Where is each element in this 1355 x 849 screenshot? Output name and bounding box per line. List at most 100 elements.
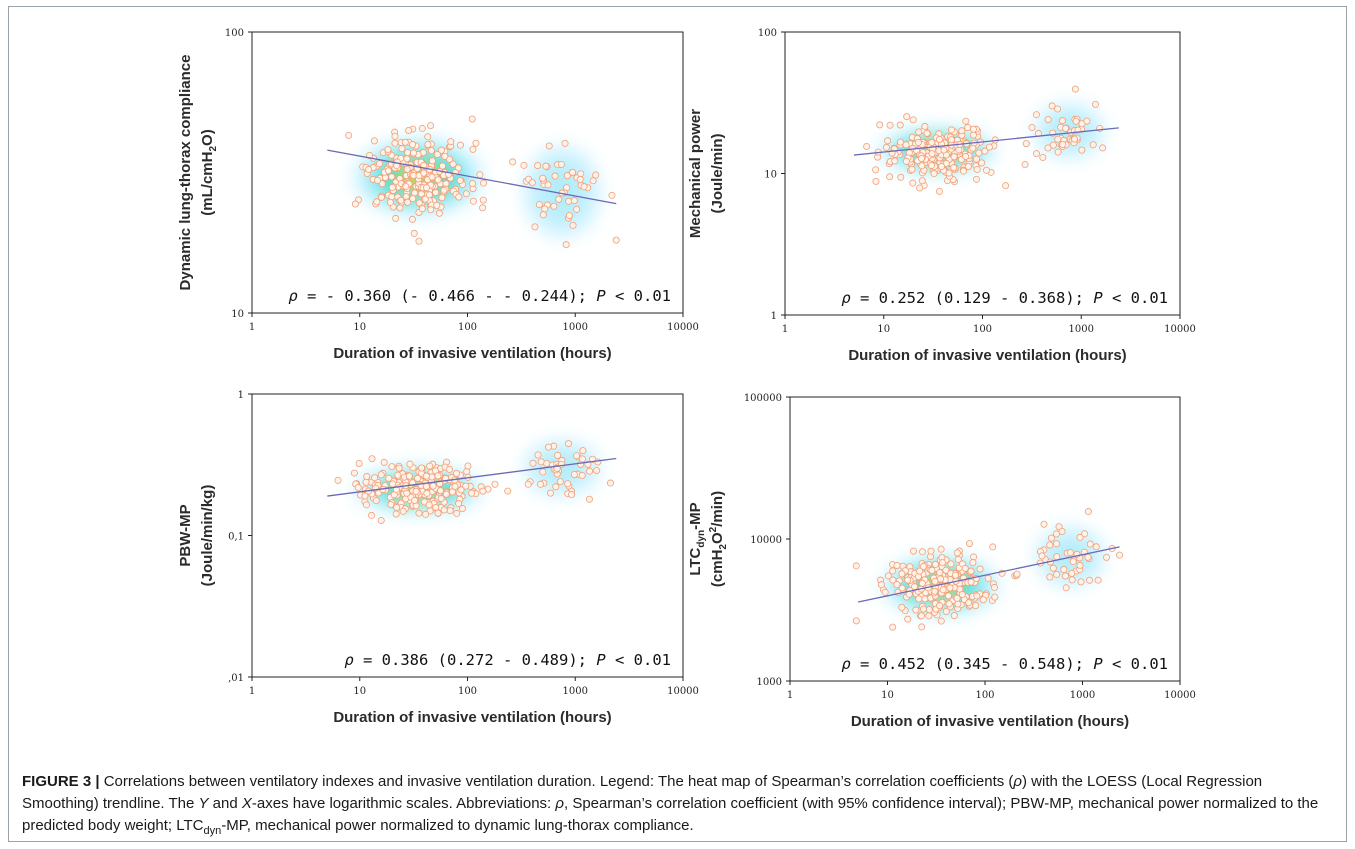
correlation-annotation: ρ = - 0.360 (- 0.466 - - 0.244); P < 0.0… [288, 287, 671, 305]
x-tick-label: 10 [353, 322, 366, 333]
data-point [405, 472, 413, 480]
data-point [441, 152, 449, 160]
data-point [1053, 570, 1061, 578]
data-point [415, 509, 423, 517]
data-point [409, 141, 417, 149]
data-point [1076, 533, 1084, 541]
data-point [942, 159, 950, 167]
caption-text-3: and [208, 795, 242, 812]
data-point [951, 571, 959, 579]
data-point [898, 603, 906, 611]
y-axis-unit: (cmH [709, 550, 726, 588]
data-point [1002, 182, 1010, 190]
data-point [543, 460, 551, 468]
data-point [962, 153, 970, 161]
data-point [937, 575, 945, 583]
plot-area [251, 393, 684, 678]
data-point [384, 146, 392, 154]
data-point [917, 612, 925, 620]
data-point [386, 198, 394, 206]
y-axis-title-text: Dynamic lung-thorax compliance [177, 55, 194, 291]
x-tick-label: 1 [249, 686, 255, 697]
figure-frame [8, 6, 1347, 842]
data-point [547, 489, 555, 497]
data-point [953, 549, 961, 557]
data-point [1053, 540, 1061, 548]
data-point [936, 187, 944, 195]
data-point [446, 507, 454, 515]
stat-p: P [1093, 289, 1103, 307]
data-point [529, 459, 537, 467]
data-point [973, 165, 981, 173]
data-point [1013, 570, 1021, 578]
data-point [1058, 117, 1066, 125]
data-point [1054, 148, 1062, 156]
data-point [491, 480, 499, 488]
data-point [1066, 549, 1074, 557]
data-point [385, 474, 393, 482]
data-point [374, 176, 382, 184]
data-point [391, 139, 399, 147]
data-point [950, 153, 958, 161]
x-axis-title: Duration of invasive ventilation (hours) [848, 347, 1126, 364]
x-tick-label: 1 [787, 690, 793, 701]
data-point [923, 129, 931, 137]
data-point [428, 157, 436, 165]
data-point [1068, 569, 1076, 577]
data-point [967, 578, 975, 586]
data-point [950, 612, 958, 620]
data-point [1053, 553, 1061, 561]
stat-p: P [1093, 655, 1103, 673]
x-tick-label: 10 [877, 324, 890, 335]
data-point [903, 113, 911, 121]
data-point [928, 161, 936, 169]
data-point [424, 141, 432, 149]
data-point [914, 138, 922, 146]
data-point [361, 492, 369, 500]
data-point [480, 179, 488, 187]
data-point [586, 467, 594, 475]
data-point [564, 480, 572, 488]
data-point [1028, 123, 1036, 131]
data-point [889, 567, 897, 575]
x-tick-label: 100 [973, 324, 992, 335]
data-point [542, 162, 550, 170]
data-point [377, 516, 385, 524]
caption-text-1: Correlations between ventilatory indexes… [99, 773, 1014, 790]
y-tick-label: 1 [771, 311, 777, 322]
data-point [411, 496, 419, 504]
data-point [554, 451, 562, 459]
data-point [422, 184, 430, 192]
data-point [426, 462, 434, 470]
data-point [424, 133, 432, 141]
data-point [593, 466, 601, 474]
data-point [1049, 141, 1057, 149]
data-point [440, 186, 448, 194]
data-point [969, 125, 977, 133]
data-point [976, 565, 984, 573]
data-point [908, 165, 916, 173]
y-axis-title-text: PBW-MP [177, 504, 194, 566]
data-point [428, 173, 436, 181]
data-point [985, 143, 993, 151]
data-point [904, 576, 912, 584]
scatter-points [345, 115, 620, 249]
figure-caption: FIGURE 3 | Correlations between ventilat… [22, 771, 1332, 842]
data-point [365, 165, 373, 173]
scatter-points [852, 508, 1124, 631]
data-point [945, 600, 953, 608]
plot-area [784, 31, 1181, 316]
data-point [918, 177, 926, 185]
correlation-annotation: ρ = 0.452 (0.345 - 0.548); P < 0.01 [841, 655, 1168, 673]
data-point [468, 489, 476, 497]
data-point [372, 497, 380, 505]
data-point [884, 137, 892, 145]
data-point [392, 510, 400, 518]
x-tick-label: 10000 [1164, 690, 1196, 701]
data-point [962, 117, 970, 125]
data-point [534, 451, 542, 459]
data-point [909, 116, 917, 124]
data-point [1054, 105, 1062, 113]
y-axis-unit-end: O) [199, 129, 216, 146]
caption-rho-2: ρ [555, 795, 564, 812]
